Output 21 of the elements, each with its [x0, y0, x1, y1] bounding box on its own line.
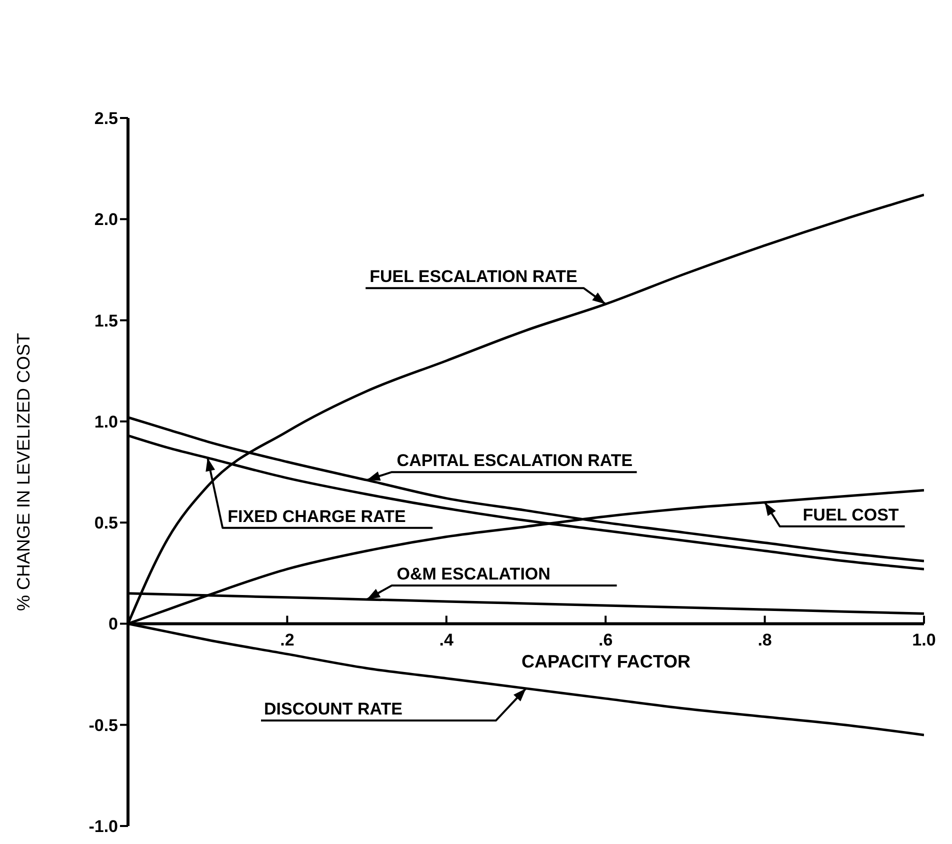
series-label: FUEL ESCALATION RATE	[370, 267, 578, 286]
y-tick-label: 0	[108, 614, 118, 634]
x-tick-label: .8	[758, 630, 772, 650]
series-label: O&M ESCALATION	[396, 564, 550, 584]
series-label: CAPITAL ESCALATION RATE	[396, 451, 633, 470]
y-axis-title: % CHANGE IN LEVELIZED COST	[13, 332, 34, 612]
y-tick-label: -0.5	[88, 716, 118, 735]
x-axis-title: CAPACITY FACTOR	[521, 652, 691, 672]
y-tick-label: 0.5	[94, 514, 118, 533]
x-tick-label: .2	[280, 630, 294, 650]
x-tick-label: .6	[598, 630, 613, 650]
x-tick-label: 1.0	[912, 630, 936, 650]
y-tick-label: 1.5	[94, 311, 118, 330]
legend-label: FUEL COST	[802, 505, 900, 524]
y-tick-label: 2.0	[94, 210, 118, 230]
y-tick-label: 2.5	[94, 109, 118, 128]
x-tick-label: .4	[439, 630, 454, 650]
y-tick-label: 1.0	[94, 412, 118, 432]
series-label: DISCOUNT RATE	[264, 699, 403, 718]
y-tick-label: -1.0	[88, 817, 118, 836]
series-label: FIXED CHARGE RATE	[228, 506, 406, 526]
